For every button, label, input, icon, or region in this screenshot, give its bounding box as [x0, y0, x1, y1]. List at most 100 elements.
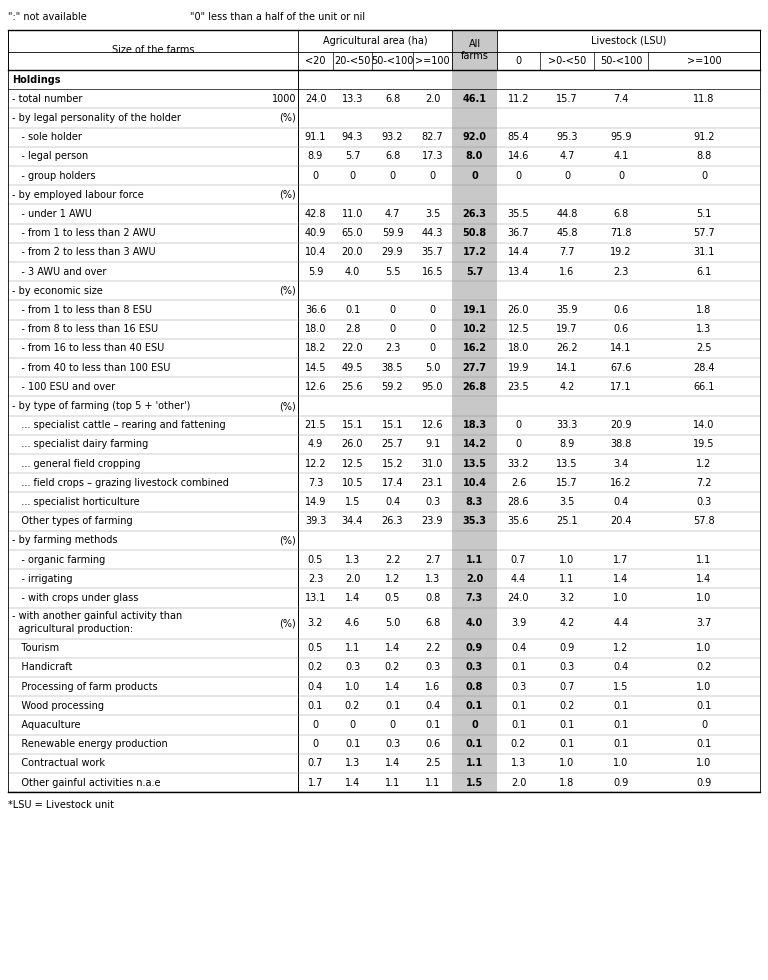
Text: 17.4: 17.4 [382, 478, 403, 488]
Text: 34.4: 34.4 [342, 516, 363, 526]
Text: 35.9: 35.9 [556, 305, 578, 315]
Text: 1.7: 1.7 [308, 777, 323, 788]
Text: 0.9: 0.9 [559, 643, 574, 654]
Text: 0.7: 0.7 [559, 682, 574, 692]
Text: 50-<100: 50-<100 [371, 56, 414, 66]
Text: 0.1: 0.1 [425, 720, 440, 730]
Text: 0.3: 0.3 [511, 682, 526, 692]
Text: 7.7: 7.7 [559, 247, 574, 258]
Text: ... general field cropping: ... general field cropping [12, 459, 141, 468]
Text: 67.6: 67.6 [611, 363, 632, 372]
Text: 15.1: 15.1 [342, 420, 363, 430]
Text: - with crops under glass: - with crops under glass [12, 593, 138, 603]
Text: 8.8: 8.8 [697, 151, 712, 162]
Text: 11.0: 11.0 [342, 209, 363, 219]
Text: >0-<50: >0-<50 [548, 56, 586, 66]
Text: 0.5: 0.5 [308, 643, 323, 654]
Text: Other gainful activities n.a.e: Other gainful activities n.a.e [12, 777, 161, 788]
Text: 1.1: 1.1 [466, 555, 483, 564]
Text: 1.2: 1.2 [614, 643, 629, 654]
Text: 4.2: 4.2 [559, 382, 574, 392]
Text: Processing of farm products: Processing of farm products [12, 682, 157, 692]
Text: 0.5: 0.5 [385, 593, 400, 603]
Text: 1.1: 1.1 [559, 574, 574, 584]
Text: 18.2: 18.2 [305, 343, 326, 354]
Text: 1.5: 1.5 [345, 497, 360, 507]
Text: 0.4: 0.4 [614, 662, 629, 672]
Text: 6.8: 6.8 [614, 209, 629, 219]
Text: 5.0: 5.0 [385, 618, 400, 628]
Text: 17.2: 17.2 [462, 247, 486, 258]
Text: (%): (%) [280, 535, 296, 546]
Text: 0.2: 0.2 [385, 662, 400, 672]
Text: 11.2: 11.2 [508, 94, 529, 104]
Text: 1.0: 1.0 [559, 759, 574, 768]
Text: 0.2: 0.2 [345, 701, 360, 710]
Text: 1.4: 1.4 [345, 777, 360, 788]
Text: 2.0: 2.0 [466, 574, 483, 584]
Text: 0.1: 0.1 [511, 662, 526, 672]
Text: - 3 AWU and over: - 3 AWU and over [12, 267, 107, 276]
Text: 1.0: 1.0 [697, 643, 712, 654]
Text: 71.8: 71.8 [611, 228, 632, 238]
Text: - total number: - total number [12, 94, 82, 104]
Text: 6.8: 6.8 [425, 618, 440, 628]
Text: 0: 0 [389, 305, 396, 315]
Text: - with another gainful activity than: - with another gainful activity than [12, 611, 182, 620]
Text: 2.0: 2.0 [345, 574, 360, 584]
Text: - from 8 to less than 16 ESU: - from 8 to less than 16 ESU [12, 324, 158, 334]
Text: 14.4: 14.4 [508, 247, 529, 258]
Text: ... specialist horticulture: ... specialist horticulture [12, 497, 140, 507]
Text: 0.3: 0.3 [385, 739, 400, 749]
Text: 19.5: 19.5 [694, 439, 715, 450]
Text: Tourism: Tourism [12, 643, 59, 654]
Text: 5.7: 5.7 [466, 267, 483, 276]
Text: 42.8: 42.8 [305, 209, 326, 219]
Text: 1.8: 1.8 [559, 777, 574, 788]
Text: - by economic size: - by economic size [12, 286, 103, 296]
Text: 1.1: 1.1 [466, 759, 483, 768]
Text: 0.9: 0.9 [697, 777, 712, 788]
Text: 38.8: 38.8 [611, 439, 632, 450]
Text: 0.1: 0.1 [345, 305, 360, 315]
Text: 14.9: 14.9 [305, 497, 326, 507]
Text: 19.2: 19.2 [611, 247, 632, 258]
Text: 1.8: 1.8 [697, 305, 712, 315]
Text: 10.5: 10.5 [342, 478, 363, 488]
Text: (%): (%) [280, 401, 296, 411]
Text: 1.1: 1.1 [697, 555, 712, 564]
Text: 0.1: 0.1 [614, 739, 629, 749]
Text: 0: 0 [515, 439, 521, 450]
Text: 2.3: 2.3 [308, 574, 323, 584]
Text: - organic farming: - organic farming [12, 555, 105, 564]
Text: 27.7: 27.7 [462, 363, 486, 372]
Text: 0.3: 0.3 [466, 662, 483, 672]
Text: 12.5: 12.5 [342, 459, 363, 468]
Text: 44.8: 44.8 [556, 209, 578, 219]
Text: 0.1: 0.1 [466, 701, 483, 710]
Text: 0: 0 [515, 56, 521, 66]
Text: 1.1: 1.1 [345, 643, 360, 654]
Text: 4.0: 4.0 [345, 267, 360, 276]
Text: 25.6: 25.6 [342, 382, 363, 392]
Text: >=100: >=100 [415, 56, 450, 66]
Text: 2.0: 2.0 [511, 777, 526, 788]
Text: 38.5: 38.5 [382, 363, 403, 372]
Text: 13.5: 13.5 [556, 459, 578, 468]
Text: 0.1: 0.1 [385, 701, 400, 710]
Text: - from 1 to less than 2 AWU: - from 1 to less than 2 AWU [12, 228, 156, 238]
Text: 0.6: 0.6 [614, 324, 629, 334]
Text: 0: 0 [618, 171, 624, 180]
Text: (%): (%) [280, 190, 296, 200]
Text: 26.0: 26.0 [342, 439, 363, 450]
Text: 4.1: 4.1 [614, 151, 629, 162]
Text: 1.3: 1.3 [511, 759, 526, 768]
Text: 0: 0 [429, 324, 435, 334]
Text: 49.5: 49.5 [342, 363, 363, 372]
Text: 0: 0 [701, 720, 707, 730]
Text: 19.7: 19.7 [556, 324, 578, 334]
Text: 2.6: 2.6 [511, 478, 526, 488]
Text: 95.9: 95.9 [611, 132, 632, 142]
Text: 0.3: 0.3 [425, 662, 440, 672]
Text: (%): (%) [280, 618, 296, 628]
